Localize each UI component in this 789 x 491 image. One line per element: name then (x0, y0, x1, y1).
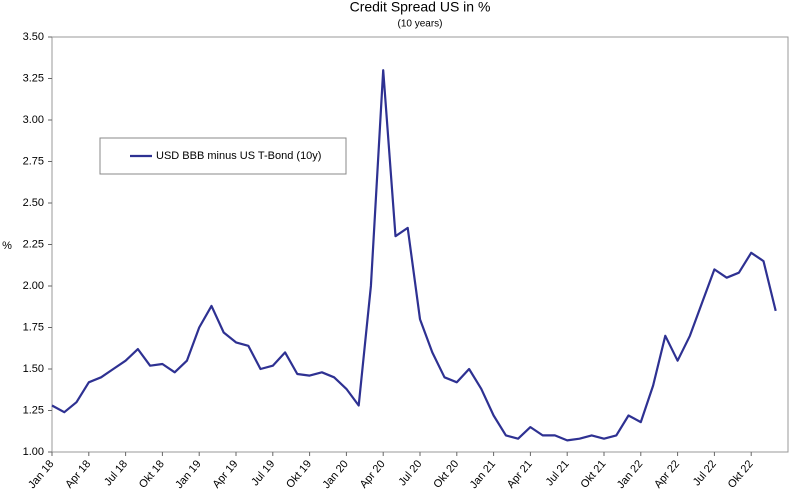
x-tick-label: Jul 22 (691, 458, 719, 488)
legend-label: USD BBB minus US T-Bond (10y) (156, 150, 321, 162)
x-tick-label: Jul 21 (544, 458, 572, 488)
x-tick-label: Jan 21 (468, 458, 498, 491)
y-tick-label: 3.25 (23, 72, 44, 84)
x-tick-label: Apr 20 (358, 458, 388, 491)
x-tick-label: Okt 19 (284, 458, 314, 491)
y-tick-label: 1.25 (23, 404, 44, 416)
x-tick-label: Apr 22 (652, 458, 682, 491)
x-tick-label: Jan 19 (173, 458, 203, 491)
y-tick-label: 1.75 (23, 321, 44, 333)
x-tick-label: Apr 19 (210, 458, 240, 491)
x-tick-label: Okt 20 (431, 458, 461, 491)
plot-frame (51, 36, 789, 453)
y-tick-label: 1.00 (23, 446, 44, 458)
x-tick-label: Apr 21 (505, 458, 535, 491)
x-tick-label: Okt 21 (579, 458, 609, 491)
x-tick-label: Okt 18 (137, 458, 167, 491)
x-tick-label: Jan 18 (26, 458, 56, 491)
y-axis-label: % (2, 240, 12, 252)
y-tick-label: 2.75 (23, 155, 44, 167)
x-tick-label: Jan 22 (615, 458, 645, 491)
x-tick-label: Jul 20 (396, 458, 424, 488)
y-tick-label: 3.50 (23, 31, 44, 43)
y-tick-label: 2.25 (23, 238, 44, 250)
x-tick-label: Apr 18 (63, 458, 93, 491)
chart-subtitle: (10 years) (397, 19, 442, 30)
x-tick-label: Jan 20 (320, 458, 350, 491)
chart-title: Credit Spread US in % (350, 0, 491, 15)
x-tick-label: Okt 22 (726, 458, 756, 491)
y-tick-label: 2.50 (23, 197, 44, 209)
x-tick-label: Jul 18 (102, 458, 130, 488)
x-tick-label: Jul 19 (249, 458, 277, 488)
y-tick-label: 3.00 (23, 114, 44, 126)
y-tick-label: 2.00 (23, 280, 44, 292)
data-line (51, 69, 777, 442)
y-tick-label: 1.50 (23, 363, 44, 375)
